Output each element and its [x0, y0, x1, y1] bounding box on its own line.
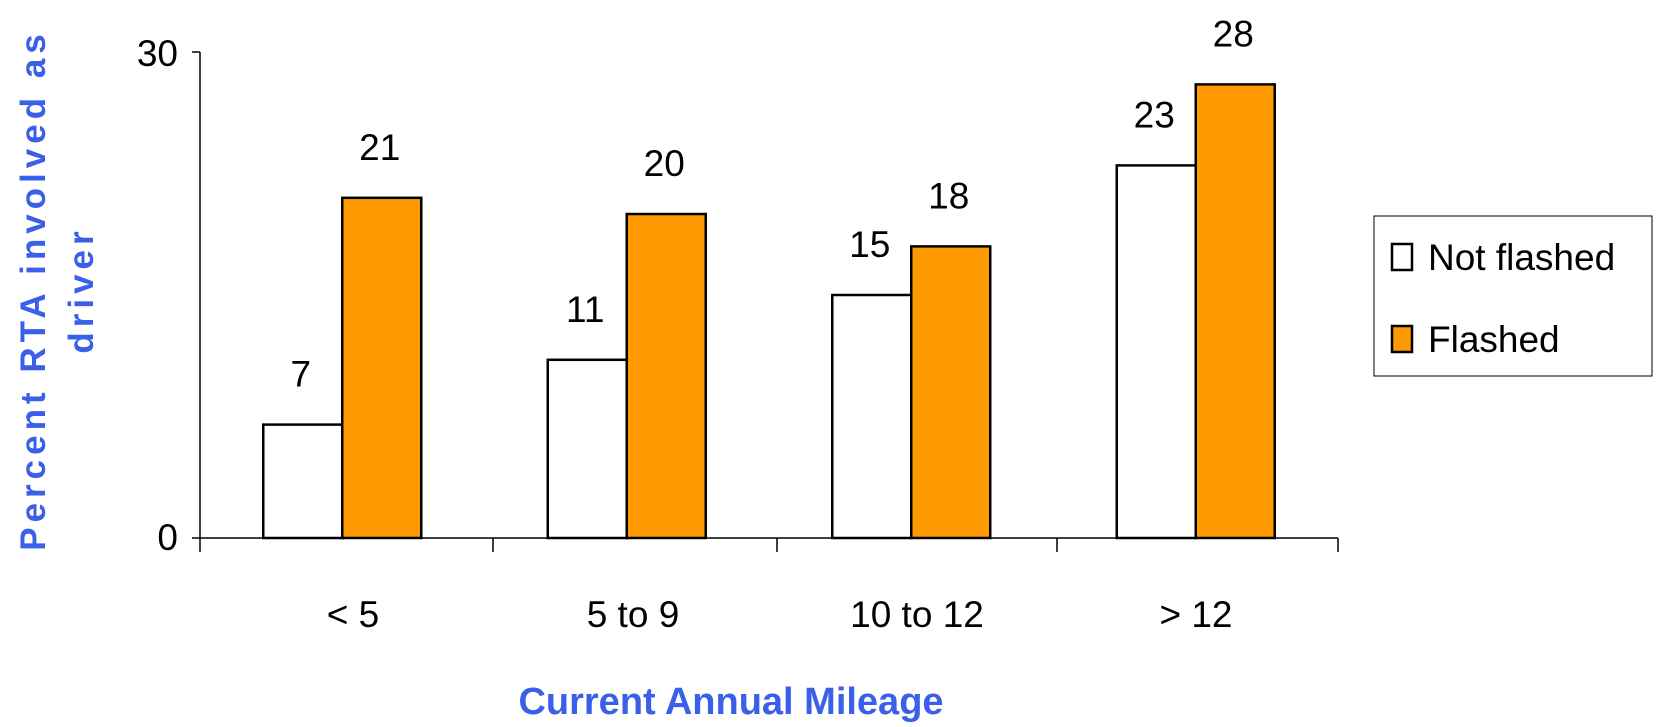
- x-tick-label-2: 5 to 9: [587, 594, 680, 635]
- legend-label-not-flashed: Not flashed: [1428, 237, 1615, 278]
- legend-swatch-flashed: [1390, 324, 1414, 354]
- y-axis-title-line-1: Percent RTA involved as: [14, 29, 53, 551]
- bar-group: [262, 83, 1276, 540]
- data-label-flashed-3: 18: [928, 175, 969, 216]
- y-axis-title-line-2: driver: [62, 226, 101, 353]
- data-label-group: 7 21 11 20 15 18 23 28: [290, 13, 1253, 394]
- legend-swatch-not-flashed: [1390, 242, 1414, 272]
- x-axis-title: Current Annual Mileage: [518, 681, 943, 723]
- legend: Not flashed Flashed: [1373, 215, 1653, 377]
- data-label-not-flashed-1: 7: [290, 354, 311, 395]
- x-ticks: [199, 538, 1339, 552]
- x-tick-label-3: 10 to 12: [850, 594, 984, 635]
- bar-not-flashed-2: [546, 358, 628, 540]
- bar-flashed-3: [910, 245, 992, 540]
- bar-flashed-1: [341, 196, 423, 540]
- data-label-not-flashed-3: 15: [849, 224, 890, 265]
- bar-flashed-4: [1194, 83, 1276, 540]
- legend-label-flashed: Flashed: [1428, 319, 1560, 360]
- y-axis-title: Percent RTA involved as driver: [14, 29, 101, 551]
- bar-not-flashed-3: [831, 293, 913, 540]
- legend-box: [1373, 215, 1653, 377]
- data-label-flashed-1: 21: [359, 127, 400, 168]
- x-tick-label-1: < 5: [327, 594, 379, 635]
- data-label-not-flashed-4: 23: [1134, 94, 1175, 135]
- data-label-not-flashed-2: 11: [566, 289, 604, 330]
- x-tick-label-4: > 12: [1159, 594, 1232, 635]
- y-tick-label-30: 30: [137, 33, 178, 74]
- data-label-flashed-4: 28: [1213, 13, 1254, 54]
- bar-not-flashed-1: [262, 423, 344, 540]
- data-label-flashed-2: 20: [644, 143, 685, 184]
- bar-flashed-2: [625, 212, 707, 540]
- y-tick-label-0: 0: [157, 517, 178, 558]
- bar-not-flashed-4: [1115, 164, 1197, 540]
